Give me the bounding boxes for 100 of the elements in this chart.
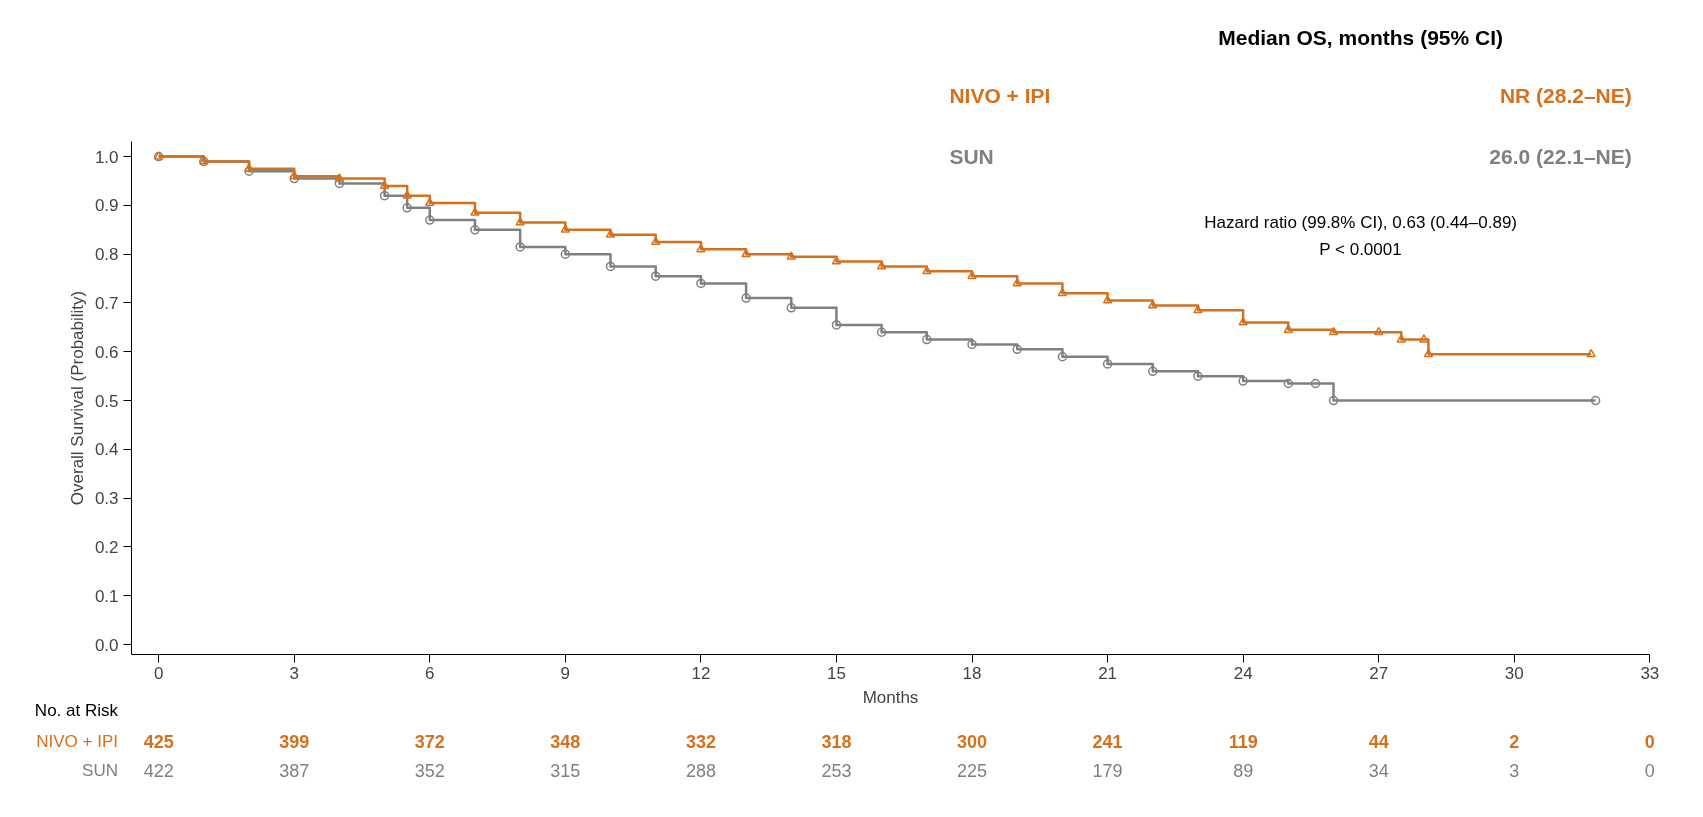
point <box>876 261 887 270</box>
point <box>289 170 299 180</box>
x-axis-title: Months <box>862 687 919 707</box>
x-tick-label: 0 <box>153 664 164 684</box>
point <box>831 256 842 265</box>
text: Median OS, months (95% CI) <box>1218 25 1503 49</box>
text: 422 <box>143 760 174 781</box>
point <box>515 217 525 226</box>
point <box>605 261 616 272</box>
point <box>1057 287 1068 297</box>
point <box>1148 366 1158 377</box>
point <box>1148 300 1158 309</box>
x-tick-label: 30 <box>1504 664 1524 684</box>
point <box>470 207 480 216</box>
text: 372 <box>414 731 445 752</box>
y-tick-label: 0.7 <box>94 293 119 313</box>
y-tick-label: 0.8 <box>94 245 119 265</box>
point <box>425 197 435 207</box>
x-tick-label: 3 <box>289 664 299 684</box>
point <box>1396 334 1407 343</box>
point <box>786 251 797 260</box>
text: 315 <box>550 760 581 781</box>
point <box>560 249 571 259</box>
point <box>1586 348 1596 358</box>
text: NIVO + IPI <box>36 731 118 751</box>
point <box>560 224 571 233</box>
text: 318 <box>821 731 852 752</box>
text: SUN <box>82 760 118 780</box>
text: No. at Risk <box>34 701 119 721</box>
point <box>1193 371 1203 381</box>
point <box>334 178 345 189</box>
point <box>1373 326 1384 336</box>
point <box>741 293 751 303</box>
text: 425 <box>143 731 174 752</box>
text: 44 <box>1368 731 1389 752</box>
point <box>650 271 661 281</box>
x-tick-label: 24 <box>1233 664 1253 684</box>
text: 119 <box>1228 731 1258 752</box>
y-tick-label: 0.1 <box>94 586 119 606</box>
point <box>1057 351 1068 362</box>
text: 332 <box>685 731 716 752</box>
point <box>379 190 390 201</box>
point <box>402 203 412 213</box>
annotation: P < 0.0001 <box>1319 239 1402 259</box>
point <box>1238 317 1248 326</box>
x-tick-label: 33 <box>1640 664 1660 684</box>
text: NR (28.2–NE) <box>1499 84 1632 108</box>
x-tick-label: 21 <box>1098 664 1118 684</box>
y-tick-label: 0.3 <box>94 489 119 509</box>
point <box>1102 295 1113 304</box>
point <box>967 339 977 350</box>
point <box>605 229 616 238</box>
point <box>402 190 412 199</box>
x-tick-label: 12 <box>691 664 711 684</box>
point <box>379 180 390 189</box>
y-axis-title: Overall Survival (Probability) <box>67 290 87 506</box>
annotation: Hazard ratio (99.8% CI), 0.63 (0.44–0.89) <box>1204 212 1518 232</box>
y-tick-label: 1.0 <box>94 147 119 167</box>
point <box>786 303 797 313</box>
text: 89 <box>1233 760 1254 781</box>
point <box>244 163 254 172</box>
y-tick-label: 0.2 <box>94 537 119 557</box>
text: SUN <box>949 145 994 169</box>
text: 399 <box>279 731 310 752</box>
y-tick-label: 0.6 <box>94 342 119 362</box>
point <box>1419 334 1429 343</box>
text: 288 <box>685 760 716 781</box>
y-tick-label: 0.9 <box>94 196 119 216</box>
point <box>1012 344 1022 355</box>
point <box>1590 395 1601 406</box>
y-tick-label: 0.5 <box>94 391 119 411</box>
point <box>876 327 887 337</box>
text: 253 <box>821 760 852 781</box>
text: 3 <box>1509 760 1520 781</box>
point <box>922 334 932 345</box>
text: 241 <box>1092 731 1123 752</box>
text: 34 <box>1368 760 1389 781</box>
point <box>1283 378 1294 389</box>
annotation: 26.0 (22.1–NE) <box>1489 145 1632 169</box>
text: 0 <box>1644 760 1655 781</box>
point <box>1328 395 1339 406</box>
point <box>334 173 345 182</box>
point <box>1310 378 1321 389</box>
point <box>831 320 842 330</box>
x-tick-label: 9 <box>560 664 571 684</box>
text: 352 <box>414 760 445 781</box>
y-tick-label: 0.4 <box>94 440 119 460</box>
point <box>1238 376 1248 386</box>
point <box>1012 278 1022 287</box>
point <box>425 215 435 225</box>
text: 0 <box>1644 731 1655 752</box>
point <box>1283 324 1294 333</box>
x-tick-label: 18 <box>962 664 982 684</box>
text: 300 <box>957 731 988 752</box>
point <box>1102 359 1113 369</box>
point <box>696 278 706 289</box>
text: 225 <box>957 760 988 781</box>
y-tick-label: 0.0 <box>94 635 119 655</box>
point <box>470 225 480 235</box>
text: NIVO + IPI <box>949 84 1051 108</box>
